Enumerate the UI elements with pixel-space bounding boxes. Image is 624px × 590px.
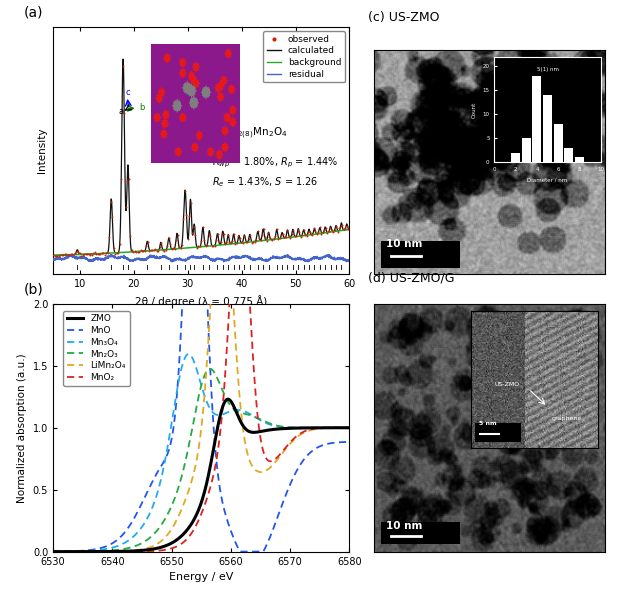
Line: LiMn₂O₄: LiMn₂O₄ bbox=[53, 169, 349, 552]
Mn₃O₄ bbox=[248, 411, 255, 418]
ZMO bbox=[224, 396, 232, 403]
MnO₂ bbox=[183, 535, 191, 542]
MnO bbox=[273, 514, 281, 522]
MnO₂ bbox=[273, 454, 280, 461]
MnO₂ bbox=[346, 424, 353, 431]
Mn₂O₃ bbox=[346, 424, 353, 431]
Mn₂O₃ bbox=[273, 422, 280, 429]
Y-axis label: Normalized absorption (a.u.): Normalized absorption (a.u.) bbox=[17, 353, 27, 503]
ZMO bbox=[225, 396, 232, 403]
LiMn₂O₄ bbox=[346, 424, 353, 431]
Text: b: b bbox=[139, 103, 144, 112]
MnO bbox=[346, 438, 353, 445]
Line: Mn₂O₃: Mn₂O₃ bbox=[53, 369, 349, 552]
MnO₂ bbox=[248, 329, 255, 336]
Mn₂O₃ bbox=[102, 548, 109, 555]
Mn₂O₃ bbox=[183, 450, 191, 457]
Mn₂O₃ bbox=[248, 412, 255, 419]
LiMn₂O₄ bbox=[49, 548, 57, 555]
Bar bbox=[381, 241, 460, 268]
MnO₂ bbox=[49, 548, 57, 555]
MnO bbox=[49, 548, 57, 555]
ZMO bbox=[49, 548, 57, 555]
LiMn₂O₄ bbox=[273, 457, 280, 464]
MnO₂ bbox=[236, 181, 243, 188]
LiMn₂O₄ bbox=[225, 215, 232, 222]
Text: 10 nm: 10 nm bbox=[386, 238, 422, 248]
Bar bbox=[381, 522, 460, 544]
LiMn₂O₄ bbox=[218, 165, 225, 172]
MnO bbox=[125, 523, 133, 530]
Text: 10 nm: 10 nm bbox=[386, 520, 422, 530]
MnO bbox=[102, 543, 109, 550]
Mn₂O₃ bbox=[225, 399, 232, 406]
ZMO bbox=[248, 429, 255, 436]
ZMO bbox=[102, 548, 109, 555]
ZMO bbox=[346, 424, 353, 431]
MnO bbox=[225, 520, 232, 527]
Text: (d) US-ZMO/G: (d) US-ZMO/G bbox=[368, 271, 455, 284]
MnO bbox=[236, 548, 244, 555]
Mn₂O₃ bbox=[125, 545, 133, 552]
Mn₃O₄ bbox=[346, 424, 353, 431]
Mn₃O₄ bbox=[125, 536, 133, 543]
Mn₃O₄ bbox=[102, 546, 109, 553]
Text: (a): (a) bbox=[24, 5, 43, 19]
Legend: observed, calculated, background, residual: observed, calculated, background, residu… bbox=[263, 31, 345, 83]
Mn₃O₄ bbox=[185, 350, 192, 358]
Mn₃O₄ bbox=[273, 423, 280, 430]
MnO bbox=[248, 548, 256, 555]
Text: (c) US-ZMO: (c) US-ZMO bbox=[368, 11, 440, 24]
Text: a: a bbox=[118, 107, 124, 116]
Mn₃O₄ bbox=[225, 409, 232, 416]
Text: $\rm Zn_{0.92(8)}Mn_2O_4$: $\rm Zn_{0.92(8)}Mn_2O_4$ bbox=[212, 126, 287, 141]
Line: MnO: MnO bbox=[53, 79, 349, 552]
Mn₂O₃ bbox=[49, 548, 57, 555]
Text: c: c bbox=[125, 88, 130, 97]
ZMO bbox=[125, 548, 133, 555]
MnO₂ bbox=[102, 548, 109, 555]
Y-axis label: Intensity: Intensity bbox=[37, 127, 47, 173]
Line: MnO₂: MnO₂ bbox=[53, 185, 349, 552]
MnO bbox=[183, 188, 191, 195]
MnO₂ bbox=[224, 331, 232, 338]
Line: ZMO: ZMO bbox=[53, 399, 349, 552]
ZMO bbox=[183, 526, 191, 533]
LiMn₂O₄ bbox=[183, 491, 191, 499]
LiMn₂O₄ bbox=[102, 548, 109, 555]
MnO₂ bbox=[125, 548, 133, 555]
Mn₃O₄ bbox=[183, 351, 191, 358]
Text: $R_{wp}$ = 1.80%, $R_p$ = 1.44%
$R_e$ = 1.43%, $S$ = 1.26: $R_{wp}$ = 1.80%, $R_p$ = 1.44% $R_e$ = … bbox=[212, 155, 338, 189]
Legend: ZMO, MnO, Mn₃O₄, Mn₂O₃, LiMn₂O₄, MnO₂: ZMO, MnO, Mn₃O₄, Mn₂O₃, LiMn₂O₄, MnO₂ bbox=[64, 311, 130, 386]
LiMn₂O₄ bbox=[248, 461, 255, 468]
Line: Mn₃O₄: Mn₃O₄ bbox=[53, 354, 349, 552]
Mn₃O₄ bbox=[49, 548, 57, 555]
Text: (b): (b) bbox=[24, 283, 43, 296]
LiMn₂O₄ bbox=[125, 548, 133, 555]
X-axis label: 2θ / degree (λ = 0.775 Å): 2θ / degree (λ = 0.775 Å) bbox=[135, 295, 267, 307]
X-axis label: Energy / eV: Energy / eV bbox=[169, 572, 233, 582]
Mn₂O₃ bbox=[206, 365, 213, 372]
MnO bbox=[192, 76, 199, 83]
ZMO bbox=[273, 425, 280, 432]
